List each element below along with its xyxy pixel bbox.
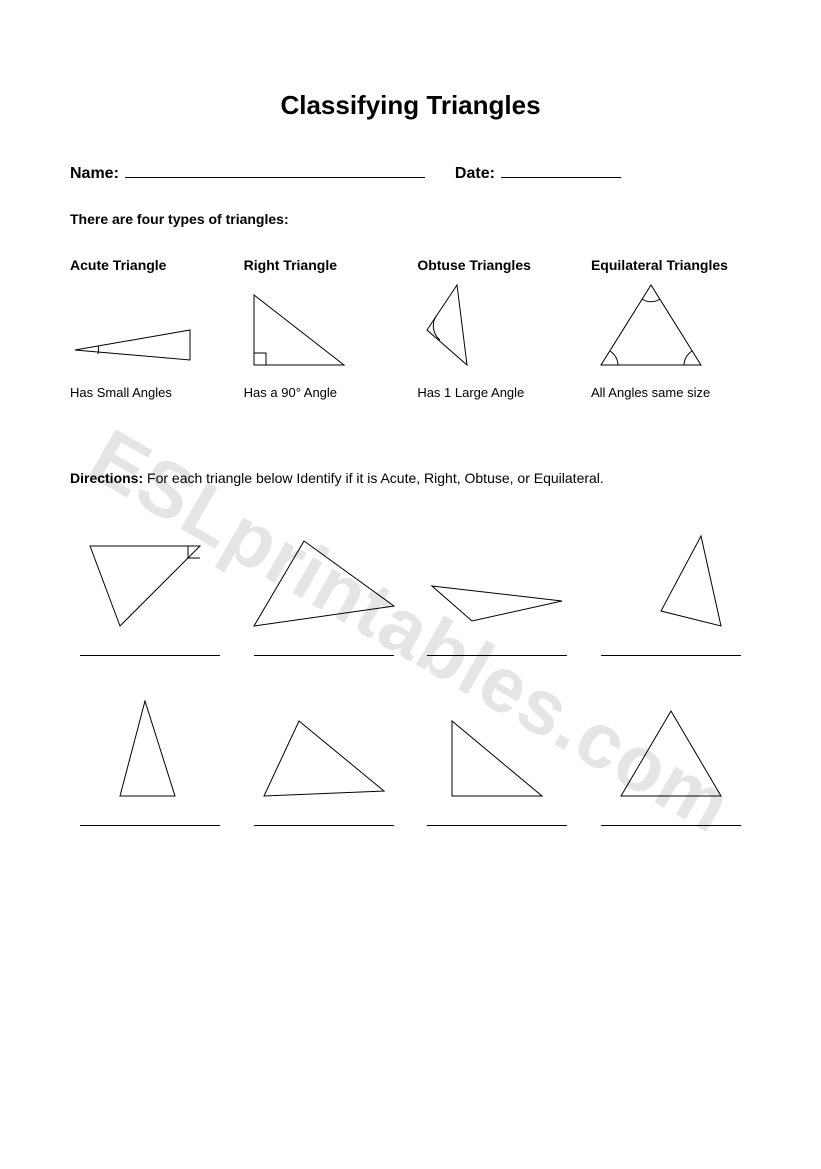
- type-desc: Has a 90° Angle: [244, 385, 404, 400]
- triangle-types-row: Acute Triangle Has Small Angles Right Tr…: [70, 257, 751, 400]
- type-equilateral: Equilateral Triangles All Angles same si…: [591, 257, 751, 400]
- exercise-cell: [244, 696, 404, 826]
- page-title: Classifying Triangles: [70, 90, 751, 121]
- date-label: Date:: [455, 165, 495, 183]
- exercise-triangle-icon: [591, 696, 751, 806]
- type-obtuse: Obtuse Triangles Has 1 Large Angle: [417, 257, 577, 400]
- type-title: Acute Triangle: [70, 257, 230, 273]
- directions-text: For each triangle below Identify if it i…: [143, 470, 604, 486]
- type-title: Right Triangle: [244, 257, 404, 273]
- exercise-cell: [244, 526, 404, 656]
- exercise-triangle-icon: [70, 526, 230, 636]
- answer-blank-line[interactable]: [427, 824, 567, 826]
- directions: Directions: For each triangle below Iden…: [70, 470, 751, 486]
- answer-blank-line[interactable]: [80, 824, 220, 826]
- answer-blank-line[interactable]: [80, 654, 220, 656]
- answer-blank-line[interactable]: [254, 824, 394, 826]
- intro-text: There are four types of triangles:: [70, 211, 751, 227]
- obtuse-triangle-icon: [417, 285, 577, 375]
- type-title: Obtuse Triangles: [417, 257, 577, 273]
- exercise-triangle-icon: [70, 696, 230, 806]
- answer-blank-line[interactable]: [601, 654, 741, 656]
- type-acute: Acute Triangle Has Small Angles: [70, 257, 230, 400]
- name-date-row: Name: Date:: [70, 161, 751, 183]
- type-right: Right Triangle Has a 90° Angle: [244, 257, 404, 400]
- type-title: Equilateral Triangles: [591, 257, 751, 273]
- exercise-cell: [591, 696, 751, 826]
- exercise-cell: [591, 526, 751, 656]
- exercise-triangle-icon: [244, 696, 404, 806]
- exercise-cell: [417, 696, 577, 826]
- type-desc: Has 1 Large Angle: [417, 385, 577, 400]
- exercise-cell: [70, 526, 230, 656]
- exercise-triangle-icon: [417, 696, 577, 806]
- answer-blank-line[interactable]: [601, 824, 741, 826]
- exercise-triangle-icon: [244, 526, 404, 636]
- name-label: Name:: [70, 165, 119, 183]
- type-desc: Has Small Angles: [70, 385, 230, 400]
- answer-blank-line[interactable]: [427, 654, 567, 656]
- equilateral-triangle-icon: [591, 285, 751, 375]
- exercise-triangle-icon: [591, 526, 751, 636]
- acute-triangle-icon: [70, 285, 230, 375]
- exercise-triangle-icon: [417, 526, 577, 636]
- exercise-cell: [70, 696, 230, 826]
- answer-blank-line[interactable]: [254, 654, 394, 656]
- worksheet-page: Classifying Triangles Name: Date: There …: [0, 0, 821, 926]
- exercise-grid: [70, 526, 751, 866]
- directions-label: Directions:: [70, 470, 143, 486]
- name-blank-line[interactable]: [125, 161, 425, 178]
- type-desc: All Angles same size: [591, 385, 751, 400]
- exercise-cell: [417, 526, 577, 656]
- right-triangle-icon: [244, 285, 404, 375]
- date-blank-line[interactable]: [501, 161, 621, 178]
